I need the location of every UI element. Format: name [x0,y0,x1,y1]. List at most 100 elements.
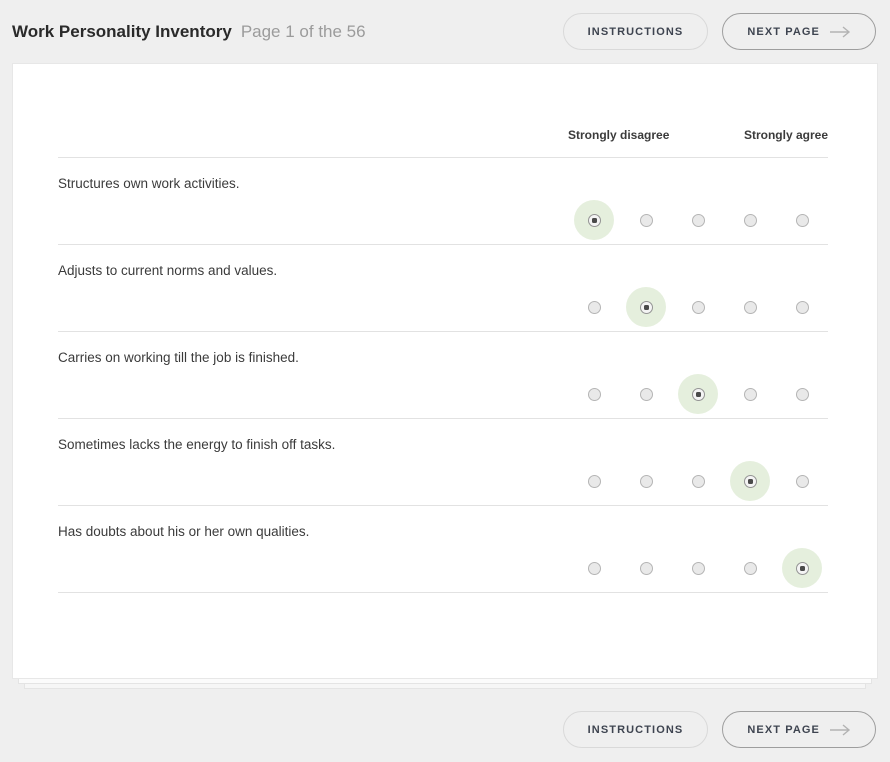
instructions-button-bottom[interactable]: INSTRUCTIONS [562,711,709,748]
radio-option-selected[interactable] [776,548,828,588]
radio-circle-icon [795,300,809,314]
radio-circle-icon [587,300,601,314]
answer-scale [568,548,828,588]
radio-circle-icon [639,474,653,488]
selected-halo [626,461,666,501]
scale-label-strongly-agree: Strongly agree [743,128,828,142]
radio-option[interactable] [568,548,620,588]
radio-option-selected[interactable] [672,374,724,414]
radio-dot [748,566,753,571]
radio-circle-icon [743,474,757,488]
radio-circle-icon [691,213,705,227]
question-row: Structures own work activities. [58,158,828,245]
selected-halo [574,374,614,414]
radio-circle-icon [691,474,705,488]
radio-option[interactable] [672,461,724,501]
next-page-button-label: NEXT PAGE [747,25,820,38]
selected-halo [782,287,822,327]
selected-halo [678,287,718,327]
radio-dot [592,479,597,484]
selected-halo [678,374,718,414]
radio-option[interactable] [776,461,828,501]
title-group: Work Personality Inventory Page 1 of the… [12,22,366,42]
selected-halo [782,461,822,501]
page-indicator: Page 1 of the 56 [240,21,366,41]
radio-option[interactable] [620,461,672,501]
radio-dot [592,566,597,571]
question-row: Sometimes lacks the energy to finish off… [58,419,828,506]
radio-dot [800,392,805,397]
question-row: Has doubts about his or her own qualitie… [58,506,828,593]
question-text: Structures own work activities. [58,176,240,191]
radio-dot [591,217,597,223]
radio-circle-icon [795,561,809,575]
selected-halo [782,374,822,414]
question-list: Structures own work activities. Adjusts … [58,158,828,593]
page-title: Work Personality Inventory [12,21,232,41]
radio-option-selected[interactable] [620,287,672,327]
selected-halo [730,374,770,414]
radio-dot [747,478,753,484]
radio-option[interactable] [776,374,828,414]
question-text: Sometimes lacks the energy to finish off… [58,437,336,452]
radio-circle-icon [587,213,601,227]
question-row: Adjusts to current norms and values. [58,245,828,332]
instructions-button[interactable]: INSTRUCTIONS [562,13,709,50]
radio-option[interactable] [672,287,724,327]
question-row: Carries on working till the job is finis… [58,332,828,419]
radio-dot [800,479,805,484]
radio-dot [696,566,701,571]
radio-option[interactable] [620,200,672,240]
answer-scale [568,374,828,414]
radio-circle-icon [587,387,601,401]
radio-option[interactable] [776,287,828,327]
radio-circle-icon [639,300,653,314]
bottom-button-group: INSTRUCTIONS NEXT PAGE [562,711,876,748]
top-button-group: INSTRUCTIONS NEXT PAGE [562,13,876,50]
radio-option[interactable] [724,374,776,414]
radio-option[interactable] [568,461,620,501]
answer-scale [568,461,828,501]
radio-circle-icon [743,561,757,575]
radio-dot [592,392,597,397]
question-text: Has doubts about his or her own qualitie… [58,524,310,539]
radio-dot [799,565,805,571]
radio-circle-icon [795,387,809,401]
card-stack-edge-1 [18,679,872,684]
scale-labels: Strongly disagree Strongly agree [568,128,828,142]
radio-circle-icon [691,300,705,314]
next-page-button[interactable]: NEXT PAGE [722,13,876,50]
radio-option[interactable] [672,548,724,588]
radio-dot [644,218,649,223]
selected-halo [626,374,666,414]
radio-circle-icon [587,561,601,575]
radio-dot [748,218,753,223]
radio-circle-icon [743,300,757,314]
selected-halo [574,548,614,588]
radio-option[interactable] [568,287,620,327]
radio-dot [696,218,701,223]
radio-circle-icon [795,474,809,488]
radio-dot [696,479,701,484]
radio-option[interactable] [620,548,672,588]
radio-dot [800,305,805,310]
radio-option-selected[interactable] [568,200,620,240]
selected-halo [678,548,718,588]
radio-option[interactable] [724,287,776,327]
radio-option[interactable] [724,548,776,588]
next-page-button-bottom[interactable]: NEXT PAGE [722,711,876,748]
radio-option[interactable] [724,200,776,240]
selected-halo [678,461,718,501]
selected-halo [782,200,822,240]
selected-halo [678,200,718,240]
radio-option[interactable] [776,200,828,240]
selected-halo [782,548,822,588]
radio-option[interactable] [620,374,672,414]
radio-option[interactable] [672,200,724,240]
radio-circle-icon [795,213,809,227]
radio-option[interactable] [568,374,620,414]
radio-dot [800,218,805,223]
radio-circle-icon [639,561,653,575]
radio-circle-icon [691,561,705,575]
radio-option-selected[interactable] [724,461,776,501]
